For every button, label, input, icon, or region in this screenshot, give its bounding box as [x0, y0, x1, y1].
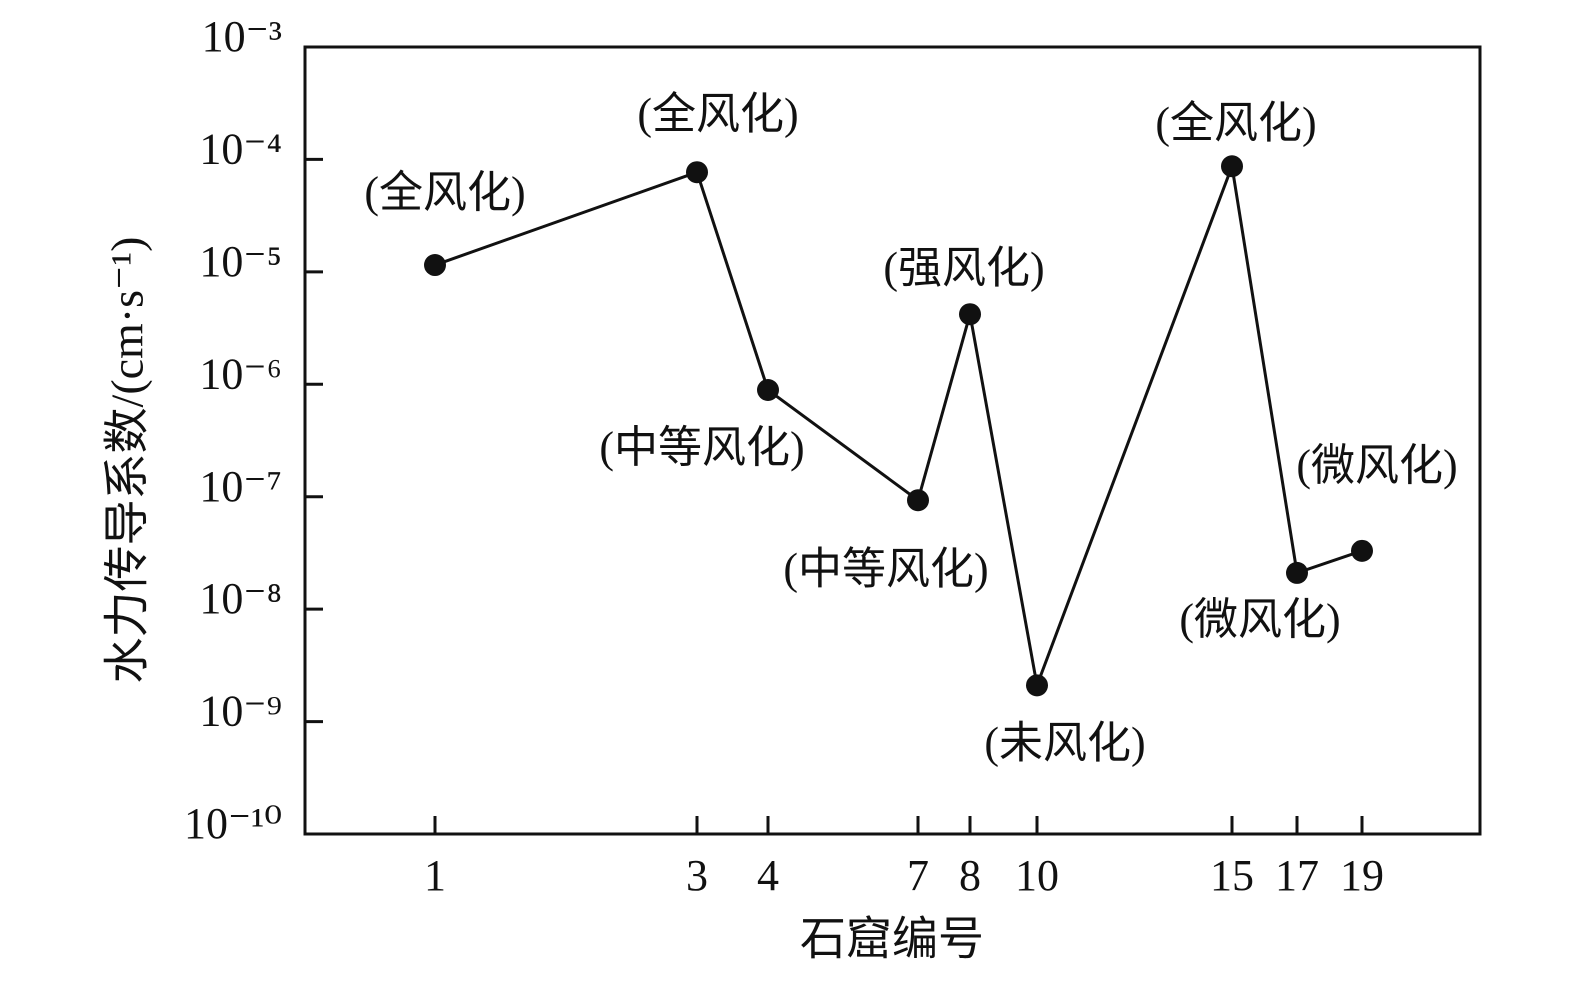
x-tick-label: 10	[1015, 851, 1059, 900]
plot-frame	[303, 45, 1482, 836]
point-label: (全风化)	[637, 89, 798, 138]
x-tick-label: 15	[1210, 851, 1254, 900]
x-tick-label: 17	[1275, 851, 1319, 900]
data-point	[424, 254, 446, 277]
data-point	[1286, 561, 1308, 584]
x-tick-label: 19	[1340, 851, 1384, 900]
data-point	[907, 489, 929, 512]
y-tick-label: 10⁻¹⁰	[184, 799, 282, 848]
y-tick-label: 10⁻⁴	[199, 125, 282, 174]
y-tick-label: 10⁻⁹	[199, 687, 282, 736]
x-tick-label: 4	[757, 851, 779, 900]
data-point	[686, 161, 708, 184]
x-tick-label: 3	[686, 851, 708, 900]
point-label: (未风化)	[984, 718, 1145, 767]
y-tick-label: 10⁻⁶	[199, 349, 282, 398]
y-axis-label: 水力传导系数/(cm·s⁻¹)	[102, 237, 153, 684]
y-tick-label: 10⁻³	[202, 12, 282, 61]
point-label: (微风化)	[1296, 441, 1457, 490]
x-axis-label: 石窟编号	[800, 914, 984, 965]
y-tick-label: 10⁻⁷	[199, 462, 282, 511]
point-label: (全风化)	[1155, 98, 1316, 147]
data-point	[757, 378, 779, 401]
data-point	[959, 303, 981, 326]
point-label: (中等风化)	[783, 544, 988, 593]
point-label: (微风化)	[1179, 595, 1340, 644]
point-label: (强风化)	[883, 243, 1044, 292]
data-point	[1351, 539, 1373, 562]
point-label: (全风化)	[364, 168, 525, 217]
point-label: (中等风化)	[599, 423, 804, 472]
x-tick-label: 7	[907, 851, 929, 900]
x-tick-label: 1	[424, 851, 446, 900]
y-tick-label: 10⁻⁵	[199, 237, 282, 286]
x-tick-label: 8	[959, 851, 981, 900]
y-tick-label: 10⁻⁸	[199, 574, 282, 623]
data-point	[1026, 674, 1048, 697]
data-point	[1221, 155, 1243, 178]
